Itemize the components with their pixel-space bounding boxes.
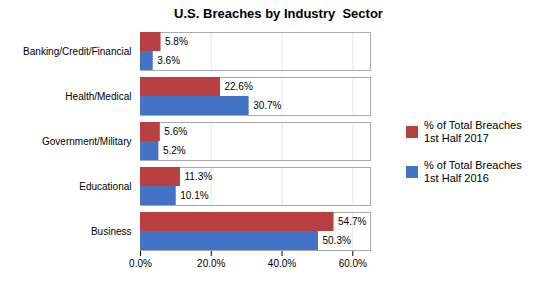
svg-text:5.2%: 5.2%: [163, 145, 186, 156]
svg-text:Business: Business: [91, 226, 132, 237]
svg-text:50.3%: 50.3%: [322, 235, 350, 246]
svg-text:Educational: Educational: [79, 181, 131, 192]
svg-text:Health/Medical: Health/Medical: [65, 91, 131, 102]
svg-text:54.7%: 54.7%: [338, 216, 366, 227]
html-text:% of Total Breaches 1st Half 2: % of Total Breaches 1st Half 2016: [424, 158, 522, 184]
svg-text:0.0%: 0.0%: [129, 258, 152, 269]
svg-text:5.8%: 5.8%: [165, 36, 188, 47]
svg-text:20.0%: 20.0%: [197, 258, 225, 269]
svg-text:40.0%: 40.0%: [268, 258, 296, 269]
svg-text:5.6%: 5.6%: [164, 126, 187, 137]
svg-text:60.0%: 60.0%: [339, 258, 367, 269]
svg-text:10.1%: 10.1%: [180, 190, 208, 201]
svg-text:22.6%: 22.6%: [224, 81, 252, 92]
svg-text:3.6%: 3.6%: [157, 55, 180, 66]
svg-text:Banking/Credit/Financial: Banking/Credit/Financial: [23, 46, 131, 57]
svg-text:30.7%: 30.7%: [253, 100, 281, 111]
html-text:% of Total Breaches 1st Half 2: % of Total Breaches 1st Half 2017: [424, 118, 522, 144]
html-text:U.S. Breaches by Industry Sect: U.S. Breaches by Industry Sector: [174, 6, 383, 21]
svg-text:Government/Military: Government/Military: [42, 136, 131, 147]
svg-text:11.3%: 11.3%: [184, 171, 212, 182]
